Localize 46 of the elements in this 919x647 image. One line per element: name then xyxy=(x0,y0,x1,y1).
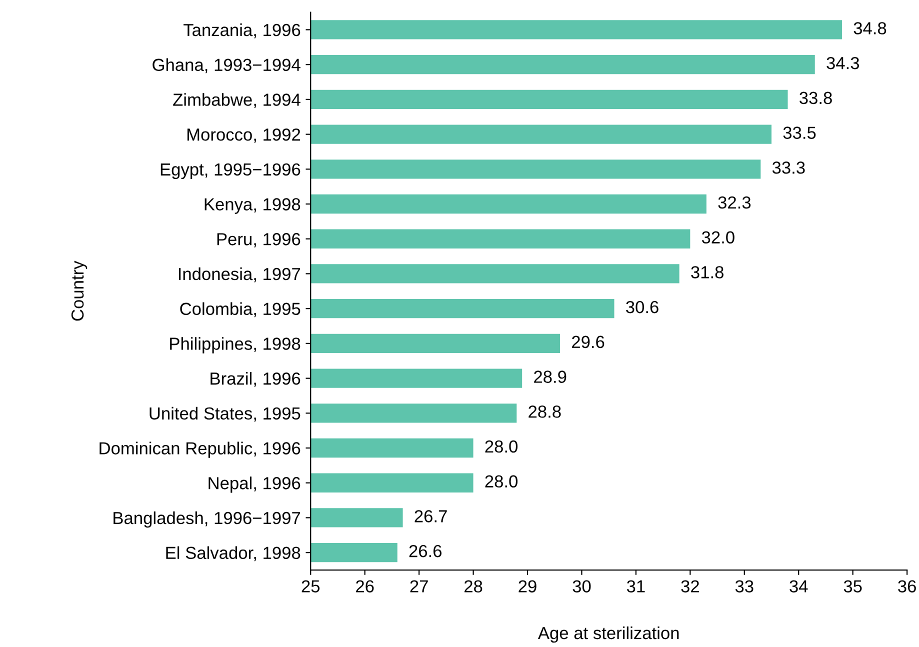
y-tick-label: Bangladesh, 1996−1997 xyxy=(114,511,300,528)
x-tick-label: 36 xyxy=(898,580,916,592)
y-tick-label: Peru, 1996 xyxy=(217,233,300,248)
data-label: 34.3 xyxy=(826,56,860,70)
x-tick-label: 35 xyxy=(844,580,862,592)
data-label: 26.7 xyxy=(414,510,447,522)
data-label: 26.6 xyxy=(409,544,442,558)
data-label: 31.8 xyxy=(691,266,724,278)
x-tick-label: 26 xyxy=(356,580,374,592)
x-tick-label: 32 xyxy=(681,580,699,592)
y-tick-label: Nepal, 1996 xyxy=(208,476,300,493)
x-tick-label: 33 xyxy=(735,580,754,592)
data-label: 34.8 xyxy=(854,22,886,34)
x-tick-label: 29 xyxy=(518,580,536,592)
y-tick-label: El Salvador, 1998 xyxy=(166,546,300,562)
data-label: 28.9 xyxy=(534,370,566,383)
data-label: 33.5 xyxy=(783,126,816,139)
data-label: 28.0 xyxy=(485,440,518,453)
y-tick-label: Colombia, 1995 xyxy=(180,302,300,318)
x-tick-label: 27 xyxy=(410,580,428,592)
y-tick-label: Philippines, 1998 xyxy=(170,337,300,354)
data-label: 28.8 xyxy=(528,406,561,418)
x-tick-label: 25 xyxy=(302,580,320,592)
data-label: 32.3 xyxy=(718,196,751,209)
x-tick-label: 31 xyxy=(626,580,645,592)
y-axis-title: Country xyxy=(71,260,88,321)
y-tick-label: Kenya, 1998 xyxy=(204,198,300,214)
data-label: 29.6 xyxy=(572,336,604,348)
y-tick-label: Ghana, 1993−1994 xyxy=(152,58,300,74)
data-label: 30.6 xyxy=(626,300,658,314)
data-label: 32.0 xyxy=(702,231,734,244)
data-label: 28.0 xyxy=(485,475,518,488)
y-tick-label: Zimbabwe, 1994 xyxy=(173,93,300,108)
data-label: 33.8 xyxy=(800,92,832,104)
y-tick-label: Tanzania, 1996 xyxy=(184,23,300,38)
y-tick-label: Indonesia, 1997 xyxy=(178,267,300,282)
y-tick-label: United States, 1995 xyxy=(150,406,300,422)
y-tick-label: Morocco, 1992 xyxy=(187,128,300,143)
data-label: 33.3 xyxy=(772,162,805,174)
x-tick-label: 28 xyxy=(464,580,482,592)
y-tick-label: Egypt, 1995−1996 xyxy=(160,163,300,180)
x-tick-label: 34 xyxy=(790,580,808,592)
y-tick-label: Dominican Republic, 1996 xyxy=(100,442,300,458)
x-tick-label: 30 xyxy=(572,580,591,592)
y-tick-label: Brazil, 1996 xyxy=(210,372,300,387)
x-axis-title: Age at sterilization xyxy=(538,626,679,643)
